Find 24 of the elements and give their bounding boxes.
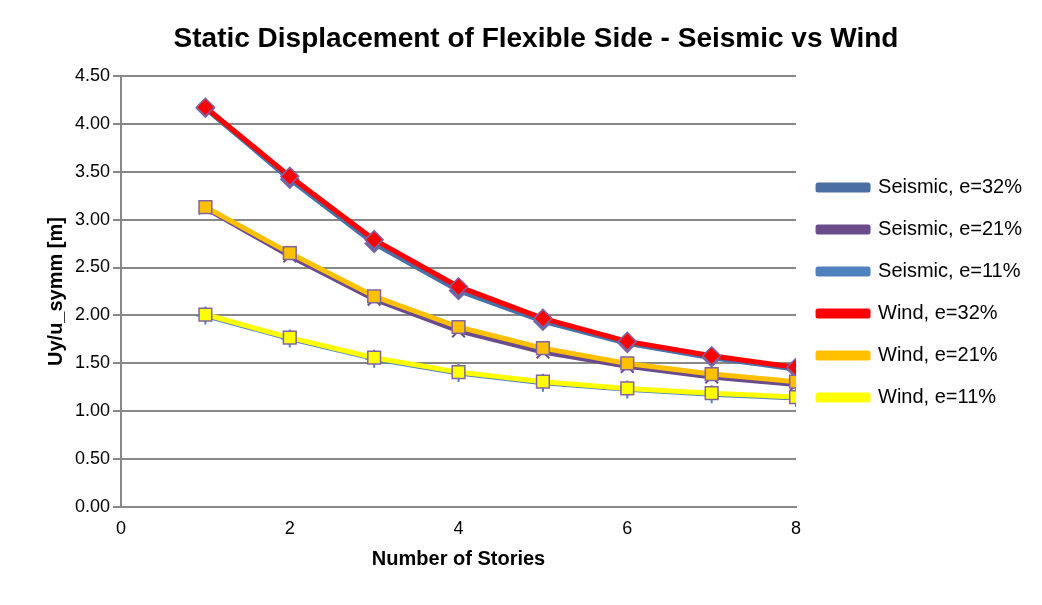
legend-label: Wind, e=21% (878, 343, 998, 366)
legend-label: Wind, e=11% (878, 385, 997, 408)
x-tick-label: 8 (791, 518, 802, 539)
chart-title: Static Displacement of Flexible Side - Seismic vs Wind (173, 21, 899, 53)
y-tick-label: 0.50 (74, 448, 111, 469)
y-tick-label: 1.50 (74, 352, 111, 373)
y-axis-title: Uy/u_symm [m] (43, 217, 66, 366)
y-tick-label: 1.00 (74, 400, 111, 421)
x-tick-label: 6 (622, 518, 633, 539)
y-tick-label: 3.50 (74, 160, 111, 181)
y-tick-label: 0.00 (74, 496, 111, 517)
y-tick-label: 4.00 (74, 112, 111, 133)
legend-label: Seismic, e=32% (878, 175, 1023, 198)
x-tick-label: 0 (116, 518, 127, 539)
x-axis-title: Number of Stories (371, 546, 546, 569)
legend-label: Seismic, e=21% (878, 217, 1023, 240)
y-tick-label: 2.50 (74, 256, 111, 277)
legend-label: Wind, e=32% (878, 301, 998, 324)
y-tick-label: 3.00 (74, 208, 111, 229)
legend-label: Seismic, e=11% (878, 259, 1021, 282)
y-tick-label: 4.50 (74, 64, 111, 85)
y-tick-label: 2.00 (74, 304, 111, 325)
x-tick-label: 2 (284, 518, 295, 539)
x-tick-label: 4 (453, 518, 464, 539)
